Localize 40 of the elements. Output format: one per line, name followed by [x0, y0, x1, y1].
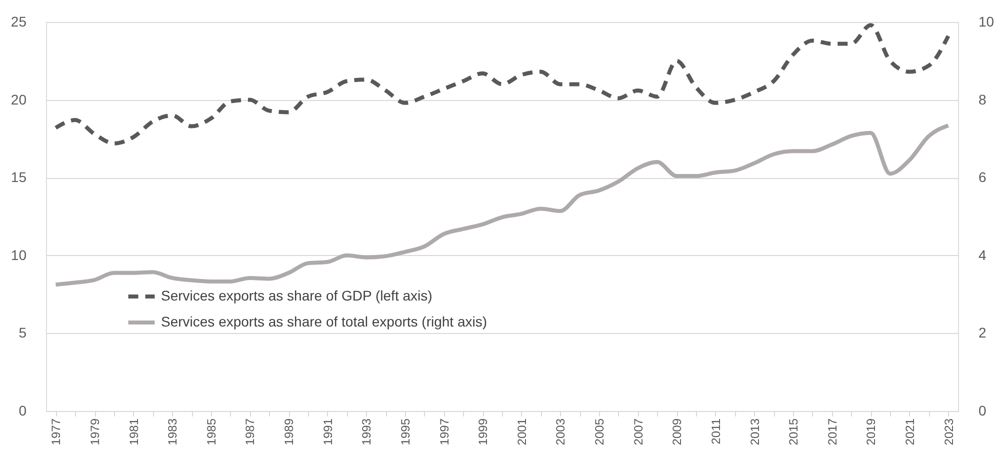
x-tick-label: 2001 — [514, 418, 529, 446]
y2-tick-label: 4 — [978, 246, 986, 263]
x-tick-label: 2015 — [786, 418, 801, 446]
x-tick-label: 2021 — [902, 418, 917, 446]
x-tick-label: 2019 — [864, 418, 878, 446]
y-tick-label: 10 — [10, 246, 27, 263]
x-tick-label: 1995 — [398, 418, 412, 446]
legend-label: Services exports as share of total exports (right axis) — [161, 314, 488, 330]
y-tick-label: 15 — [10, 169, 27, 186]
x-tick-label: 2005 — [592, 418, 607, 446]
line-series — [54, 23, 950, 146]
y2-tick-label: 8 — [978, 91, 986, 108]
x-tick-label: 2011 — [708, 418, 723, 444]
y2-tick-label: 0 — [978, 402, 986, 418]
x-tick-label: 1999 — [476, 418, 490, 446]
x-tick-label: 2007 — [631, 418, 646, 446]
y-tick-label: 0 — [18, 402, 27, 418]
x-tick-label: 1981 — [126, 418, 141, 446]
y2-tick-label: 10 — [978, 14, 994, 30]
x-tick-label: 1993 — [360, 418, 374, 446]
y2-tick-label: 2 — [978, 324, 986, 341]
y2-tick-label: 6 — [978, 169, 986, 186]
x-tick-label: 1997 — [437, 418, 452, 446]
y-tick-label: 5 — [18, 324, 27, 341]
x-tick-label: 1979 — [88, 418, 102, 446]
x-tick-label: 2009 — [670, 418, 684, 446]
y-tick-label: 20 — [10, 91, 27, 108]
x-tick-label: 2017 — [825, 418, 840, 446]
x-tick-label: 2013 — [748, 418, 762, 446]
x-tick-label: 2023 — [942, 418, 956, 446]
x-tick-label: 1989 — [282, 418, 296, 446]
y-tick-label: 25 — [10, 14, 27, 30]
x-tick-label: 2003 — [554, 418, 568, 446]
x-tick-label: 1977 — [49, 418, 64, 446]
x-tick-label: 1987 — [243, 418, 258, 446]
x-tick-label: 1985 — [204, 418, 218, 446]
x-tick-label: 1983 — [166, 418, 180, 446]
x-tick-label: 1991 — [320, 418, 335, 446]
line-series — [54, 123, 950, 287]
legend-label: Services exports as share of GDP (left axis) — [161, 288, 432, 304]
